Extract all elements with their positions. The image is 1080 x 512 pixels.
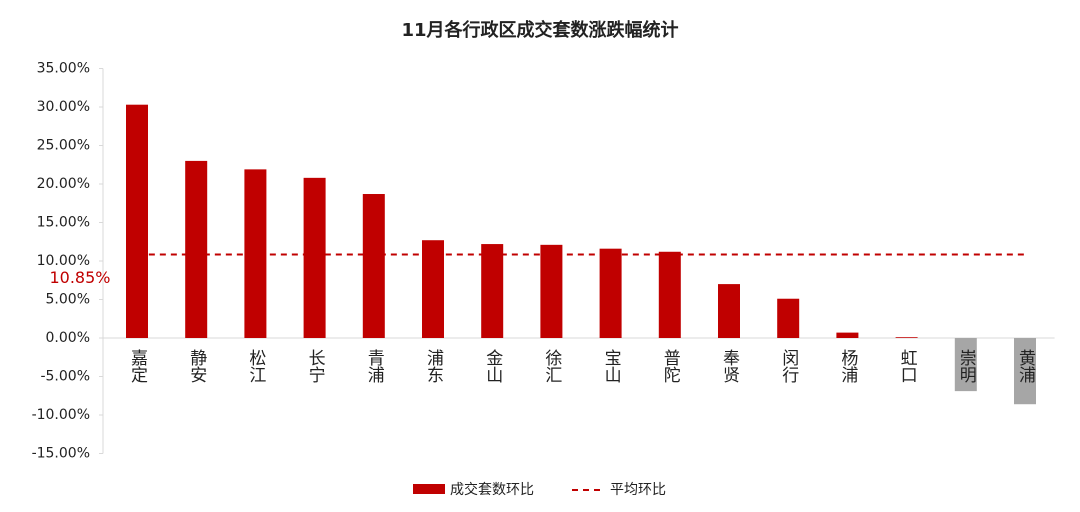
x-tick-label: 普陀 [660, 349, 681, 383]
x-tick-label: 长宁 [305, 349, 326, 383]
x-tick-label: 崇明 [956, 349, 977, 384]
bar [777, 298, 800, 338]
bar [895, 337, 918, 338]
x-tick-label: 嘉定 [127, 349, 148, 383]
y-tick-label: 0.00% [46, 330, 90, 346]
x-tick-label: 浦东 [423, 349, 444, 383]
y-tick-label: -5.00% [40, 369, 90, 385]
y-tick-label: 30.00% [37, 99, 90, 115]
x-tick-label: 杨浦 [837, 349, 858, 384]
x-tick-label: 黄浦 [1015, 349, 1036, 384]
bar [836, 332, 859, 338]
x-tick-label: 徐汇 [541, 349, 562, 383]
bar [599, 248, 622, 338]
bar [540, 244, 563, 338]
x-tick-label: 青浦 [364, 349, 385, 384]
legend-swatch [413, 484, 445, 494]
x-tick-label: 虹口 [897, 349, 918, 383]
bar [362, 194, 385, 338]
bar [481, 244, 504, 338]
y-tick-label: -10.00% [32, 407, 90, 423]
chart-title: 11月各行政区成交套数涨跌幅统计 [401, 19, 678, 41]
x-tick-label: 宝山 [601, 349, 621, 383]
x-tick-label: 奉贤 [719, 349, 740, 383]
x-tick-label: 静安 [186, 349, 207, 383]
bar [303, 177, 326, 338]
bar [422, 240, 444, 338]
bar [718, 284, 740, 338]
legend-label: 成交套数环比 [450, 481, 534, 498]
x-tick-label: 闵行 [778, 349, 799, 384]
y-tick-label: 35.00% [37, 61, 90, 77]
bar [244, 169, 267, 338]
x-tick-label: 松江 [245, 349, 266, 383]
bar [658, 251, 681, 338]
bar [1014, 338, 1036, 405]
y-tick-label: 20.00% [37, 176, 90, 192]
y-tick-label: 25.00% [37, 138, 90, 154]
y-tick-label: 10.00% [37, 253, 90, 269]
bar [126, 104, 148, 338]
average-label: 10.85% [49, 268, 110, 287]
x-tick-label: 金山 [482, 349, 503, 383]
y-tick-label: -15.00% [32, 446, 90, 462]
legend-label: 平均环比 [610, 482, 666, 498]
bar [185, 160, 208, 338]
y-tick-label: 5.00% [46, 292, 90, 308]
bar [954, 338, 977, 392]
y-tick-label: 15.00% [37, 215, 90, 231]
